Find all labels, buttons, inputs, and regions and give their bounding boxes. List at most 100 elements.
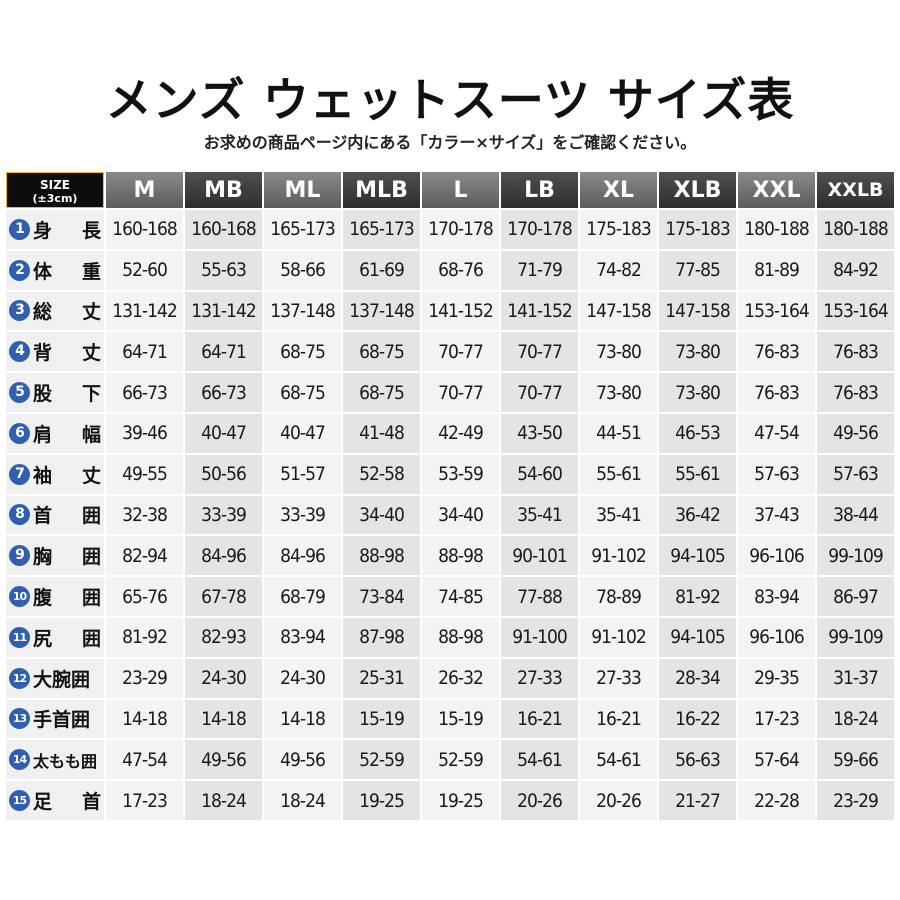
- size-value-cell: 99-109: [817, 536, 894, 576]
- size-value-cell: 131-142: [185, 291, 262, 331]
- size-value-cell: 137-148: [343, 291, 420, 331]
- size-value-cell: 35-41: [501, 495, 578, 535]
- size-value-cell: 71-79: [501, 250, 578, 290]
- measurement-label: 大腕囲: [33, 668, 91, 691]
- size-value-cell: 15-19: [422, 699, 499, 739]
- row-number-badge: 3: [9, 300, 30, 322]
- size-value-cell: 28-34: [659, 658, 736, 698]
- measurement-label: 尻 囲: [33, 627, 101, 650]
- size-value-cell: 147-158: [659, 291, 736, 331]
- size-value-cell: 91-102: [580, 617, 657, 657]
- size-value-cell: 14-18: [185, 699, 262, 739]
- size-value-cell: 91-100: [501, 617, 578, 657]
- table-row: 13 手首囲 14-18 14-18 14-18 15-19 15-19 16-21 16-21…: [6, 699, 894, 739]
- size-value-cell: 58-66: [264, 250, 341, 290]
- measurement-label: 背 丈: [33, 342, 101, 365]
- table-row: 10 腹 囲 65-76 67-78 68-79 73-84 74-85 77-88 78-89…: [6, 577, 894, 616]
- size-value-cell: 81-92: [106, 617, 183, 657]
- size-value-cell: 54-61: [501, 740, 578, 780]
- size-value-cell: 27-33: [501, 658, 578, 698]
- size-value-cell: 56-63: [659, 740, 736, 780]
- size-value-cell: 67-78: [185, 577, 262, 616]
- size-value-cell: 52-59: [422, 740, 499, 780]
- size-value-cell: 88-98: [343, 536, 420, 576]
- size-header-cell: LB: [501, 172, 578, 208]
- size-value-cell: 59-66: [817, 740, 894, 780]
- size-value-cell: 21-27: [659, 781, 736, 820]
- size-value-cell: 36-42: [659, 495, 736, 535]
- size-value-cell: 73-80: [580, 373, 657, 412]
- size-value-cell: 141-152: [501, 291, 578, 331]
- size-value-cell: 57-64: [738, 740, 815, 780]
- size-value-cell: 81-89: [738, 250, 815, 290]
- size-value-cell: 88-98: [422, 536, 499, 576]
- size-value-cell: 29-35: [738, 658, 815, 698]
- size-value-cell: 94-105: [659, 536, 736, 576]
- size-value-cell: 55-63: [185, 250, 262, 290]
- size-value-cell: 37-43: [738, 495, 815, 535]
- table-row: 12 大腕囲 23-29 24-30 24-30 25-31 26-32 27-33 27-33…: [6, 658, 894, 698]
- size-value-cell: 23-29: [106, 658, 183, 698]
- size-value-cell: 49-56: [185, 740, 262, 780]
- size-value-cell: 68-75: [264, 332, 341, 372]
- size-header-cell: XL: [580, 172, 657, 208]
- size-header-cell: MB: [185, 172, 262, 208]
- page-title: メンズ ウェットスーツ サイズ表: [105, 73, 795, 127]
- size-value-cell: 39-46: [106, 413, 183, 453]
- size-value-cell: 52-58: [343, 454, 420, 494]
- size-value-cell: 49-55: [106, 454, 183, 494]
- size-value-cell: 83-94: [738, 577, 815, 616]
- row-number-badge: 8: [9, 504, 30, 526]
- size-value-cell: 18-24: [264, 781, 341, 820]
- size-value-cell: 175-183: [580, 210, 657, 249]
- size-value-cell: 20-26: [501, 781, 578, 820]
- size-value-cell: 94-105: [659, 617, 736, 657]
- table-row: 11 尻 囲 81-92 82-93 83-94 87-98 88-98 91-100 91-1…: [6, 617, 894, 657]
- size-value-cell: 34-40: [422, 495, 499, 535]
- size-value-cell: 14-18: [264, 699, 341, 739]
- row-number-badge: 7: [9, 463, 30, 485]
- size-tolerance-label: (±3cm): [32, 192, 78, 205]
- measurement-label: 足 首: [33, 791, 101, 814]
- measurement-label-cell: 14 太もも囲: [6, 740, 104, 780]
- size-value-cell: 52-60: [106, 250, 183, 290]
- size-value-cell: 68-76: [422, 250, 499, 290]
- size-value-cell: 83-94: [264, 617, 341, 657]
- measurement-label: 首 囲: [33, 505, 101, 528]
- size-value-cell: 77-85: [659, 250, 736, 290]
- measurement-label-cell: 10 腹 囲: [6, 577, 104, 616]
- row-number-badge: 1: [9, 218, 30, 240]
- size-value-cell: 54-61: [580, 740, 657, 780]
- size-value-cell: 66-73: [185, 373, 262, 412]
- row-number-badge: 4: [9, 341, 30, 363]
- size-value-cell: 153-164: [817, 291, 894, 331]
- size-value-cell: 170-178: [422, 210, 499, 249]
- size-value-cell: 16-21: [501, 699, 578, 739]
- size-value-cell: 81-92: [659, 577, 736, 616]
- measurement-label: 腹 囲: [33, 587, 101, 610]
- size-value-cell: 82-94: [106, 536, 183, 576]
- size-value-cell: 91-102: [580, 536, 657, 576]
- size-value-cell: 47-54: [738, 413, 815, 453]
- size-value-cell: 64-71: [106, 332, 183, 372]
- size-value-cell: 84-96: [264, 536, 341, 576]
- measurement-label-cell: 15 足 首: [6, 781, 104, 820]
- size-value-cell: 34-40: [343, 495, 420, 535]
- size-header-row: SIZE (±3cm) M MB ML MLB L LB XL XLB XXL …: [6, 172, 894, 208]
- size-header-cell: XXL: [738, 172, 815, 208]
- size-value-cell: 68-79: [264, 577, 341, 616]
- size-value-cell: 19-25: [422, 781, 499, 820]
- size-value-cell: 14-18: [106, 699, 183, 739]
- size-value-cell: 18-24: [185, 781, 262, 820]
- size-value-cell: 24-30: [264, 658, 341, 698]
